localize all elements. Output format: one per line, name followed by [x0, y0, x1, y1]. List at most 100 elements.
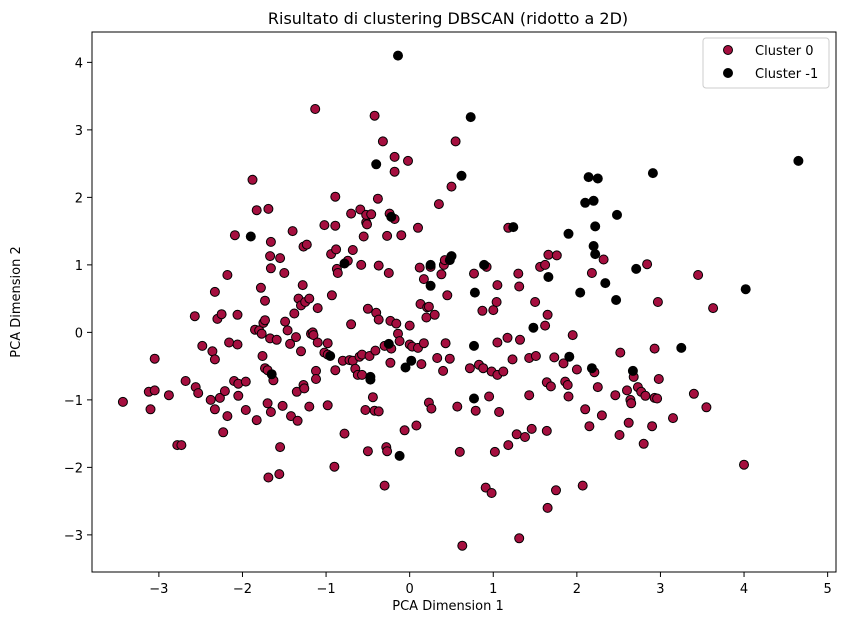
data-point-cluster-neg1 [590, 249, 601, 260]
data-point-cluster-0 [383, 268, 394, 278]
data-point-cluster-0 [240, 405, 251, 415]
data-point-cluster-0 [263, 203, 274, 214]
data-point-cluster-0 [438, 365, 449, 376]
data-point-cluster-neg1 [647, 168, 658, 179]
legend-marker-cluster-0 [723, 45, 733, 55]
data-point-cluster-0 [216, 309, 227, 320]
data-point-cluster-0 [367, 392, 378, 403]
data-point-cluster-0 [571, 364, 582, 375]
data-point-cluster-0 [524, 390, 535, 401]
data-point-cluster-0 [584, 421, 595, 432]
data-point-cluster-0 [312, 303, 323, 314]
data-point-cluster-0 [389, 151, 400, 162]
data-point-cluster-0 [586, 268, 597, 278]
data-point-cluster-neg1 [586, 363, 597, 374]
data-point-cluster-0 [322, 400, 333, 411]
data-point-cluster-0 [688, 388, 699, 399]
data-point-cluster-0 [653, 374, 664, 384]
data-point-cluster-0 [311, 374, 321, 384]
data-point-cluster-0 [492, 337, 503, 348]
data-point-cluster-0 [391, 318, 402, 329]
data-point-cluster-0 [330, 191, 341, 202]
x-tick-label: 5 [823, 582, 831, 597]
data-point-cluster-0 [197, 340, 208, 351]
data-point-cluster-0 [304, 401, 315, 412]
x-tick-label: 4 [740, 582, 748, 597]
data-point-cluster-neg1 [564, 351, 575, 362]
y-tick-label: 3 [75, 124, 83, 139]
data-point-cluster-0 [209, 286, 220, 297]
data-point-cluster-0 [464, 363, 475, 374]
data-point-cluster-0 [299, 383, 310, 394]
data-point-cluster-0 [530, 297, 541, 307]
data-point-cluster-0 [372, 193, 383, 204]
data-point-cluster-0 [360, 405, 371, 415]
data-point-cluster-0 [240, 376, 251, 387]
data-point-cluster-neg1 [425, 280, 436, 291]
data-point-cluster-neg1 [588, 195, 599, 206]
data-point-cluster-0 [362, 446, 373, 457]
data-point-cluster-neg1 [365, 371, 376, 382]
x-axis-label: PCA Dimension 1 [392, 599, 503, 614]
data-point-cluster-0 [399, 425, 410, 436]
y-tick-label: 4 [75, 56, 83, 71]
data-point-cluster-0 [260, 295, 270, 306]
data-point-cluster-0 [369, 110, 380, 121]
y-tick-label: 2 [75, 191, 83, 206]
x-tick-label: 3 [656, 582, 664, 597]
data-point-cluster-0 [233, 390, 244, 401]
data-point-cluster-0 [176, 440, 187, 451]
data-point-cluster-0 [256, 328, 267, 339]
legend-marker-cluster-neg1 [723, 68, 733, 78]
data-point-cluster-0 [232, 309, 243, 320]
data-point-cluster-0 [289, 308, 300, 319]
data-point-cluster-0 [275, 253, 286, 264]
data-point-cluster-0 [515, 334, 525, 345]
data-point-cluster-0 [251, 205, 262, 216]
data-point-cluster-0 [275, 442, 286, 453]
data-point-cluster-neg1 [740, 284, 751, 295]
data-point-cluster-0 [545, 381, 556, 392]
data-point-cluster-0 [265, 407, 276, 417]
data-point-cluster-0 [265, 236, 276, 247]
data-point-cluster-0 [652, 297, 663, 307]
data-point-cluster-0 [297, 280, 308, 291]
data-point-cluster-0 [426, 403, 437, 414]
x-tick-label: 1 [489, 582, 497, 597]
data-point-cluster-neg1 [339, 258, 350, 269]
data-point-cluster-0 [638, 438, 649, 449]
data-point-cluster-0 [444, 353, 455, 364]
data-point-cluster-0 [530, 351, 541, 361]
data-point-cluster-0 [470, 405, 481, 416]
data-point-cluster-0 [647, 421, 658, 432]
data-point-cluster-neg1 [400, 362, 411, 373]
legend-box [702, 37, 830, 89]
data-point-cluster-0 [421, 312, 432, 323]
data-point-cluster-0 [542, 309, 553, 320]
data-point-cluster-0 [596, 410, 607, 421]
y-tick-label: −1 [64, 394, 83, 409]
data-point-cluster-0 [598, 254, 609, 265]
data-point-cluster-neg1 [612, 209, 622, 220]
data-point-cluster-0 [492, 280, 503, 291]
data-point-cluster-0 [274, 469, 285, 480]
data-point-cluster-0 [567, 330, 578, 341]
data-point-cluster-0 [385, 357, 396, 368]
data-point-cluster-0 [163, 390, 174, 401]
data-point-cluster-0 [382, 446, 393, 457]
data-point-cluster-0 [701, 402, 712, 413]
data-point-cluster-0 [404, 320, 415, 331]
data-point-cluster-0 [622, 385, 632, 396]
data-point-cluster-0 [117, 396, 128, 407]
data-point-cluster-0 [193, 388, 204, 399]
data-point-cluster-0 [541, 425, 552, 436]
data-point-cluster-0 [389, 166, 400, 177]
data-point-cluster-0 [433, 199, 444, 210]
data-point-cluster-0 [502, 332, 513, 343]
data-point-cluster-neg1 [580, 197, 591, 208]
data-point-cluster-0 [649, 343, 660, 354]
data-point-cluster-0 [551, 250, 562, 261]
data-point-cluster-0 [358, 231, 369, 242]
data-point-cluster-0 [373, 406, 384, 417]
data-point-cluster-0 [440, 338, 451, 349]
